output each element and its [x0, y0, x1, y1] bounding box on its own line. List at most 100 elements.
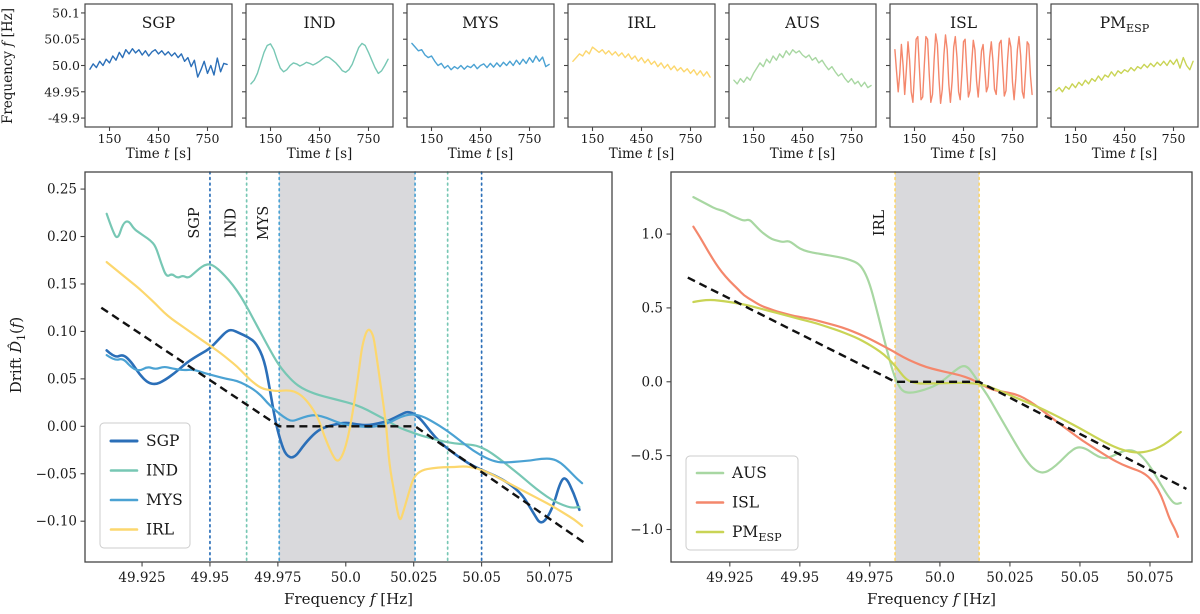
- legend-label: PMESP: [732, 523, 782, 544]
- panel-title: SGP: [142, 14, 175, 32]
- drift-curve-MYS: [105, 354, 584, 485]
- x-tick-label: 50.0: [331, 570, 361, 586]
- panel-SGP: 150 450 750 Time t [s] SGP: [81, 3, 233, 162]
- y-tick-label: 0.0: [642, 374, 663, 390]
- panel-PM_ESP: 150 450 750 Time t [s] PMESP: [1047, 3, 1199, 162]
- panel-title: IRL: [627, 14, 655, 32]
- frequency-trace-SGP: [89, 48, 228, 78]
- frequency-trace-AUS: [733, 49, 872, 89]
- right-drift-plot: IRL 1.0 0.5 0.0 −0.5 −1.0 49.925 49.95 49.975 50.…: [630, 171, 1193, 608]
- x-tick-label: 49.95: [781, 570, 820, 586]
- panel-title: PMESP: [1100, 14, 1150, 35]
- x-tick-label: 50.025: [390, 570, 437, 586]
- x-tick-label: 450: [952, 131, 976, 146]
- top-row-y-axis-label: Frequency f [Hz]: [0, 8, 16, 124]
- x-tick-label: 750: [1001, 131, 1025, 146]
- x-tick-label: 750: [840, 131, 864, 146]
- x-tick-label: 750: [679, 131, 703, 146]
- y-tick-label: 0.20: [47, 229, 77, 245]
- vline-label-SGP: SGP: [187, 207, 203, 239]
- y-tick-label: −0.10: [36, 514, 77, 530]
- x-tick-label: 49.975: [254, 570, 301, 586]
- x-tick-label: 750: [518, 131, 542, 146]
- y-tick-label: −0.05: [36, 466, 77, 482]
- panel-title: ISL: [950, 14, 977, 32]
- legend-label: AUS: [731, 464, 767, 482]
- y-tick-label: 0.10: [47, 324, 77, 340]
- panel-IND: 150 450 750 Time t [s] IND: [242, 3, 394, 162]
- drift-curve-AUS: [692, 196, 1182, 505]
- top-row-y-tick-label: 50.1: [52, 5, 80, 20]
- vline-label-MYS: MYS: [256, 206, 272, 240]
- panel-title: IND: [303, 14, 335, 32]
- panel-ISL: 150 450 750 Time t [s] ISL: [886, 3, 1038, 162]
- y-tick-label: 1.0: [642, 227, 663, 243]
- dashed-fit-line: [100, 306, 586, 544]
- frequency-trace-MYS: [411, 42, 550, 71]
- legend-label: MYS: [146, 491, 183, 509]
- frequency-trace-PM_ESP: [1055, 56, 1194, 93]
- y-tick-label: −1.0: [630, 522, 663, 538]
- x-tick-label: 750: [357, 131, 381, 146]
- panel-title: MYS: [462, 14, 499, 32]
- y-tick-label: 0.25: [47, 182, 77, 198]
- x-tick-label: 150: [581, 131, 605, 146]
- y-tick-label: −0.5: [630, 448, 663, 464]
- x-tick-label: 450: [469, 131, 493, 146]
- x-tick-label: 450: [1113, 131, 1137, 146]
- panel-MYS: 150 450 750 Time t [s] MYS: [403, 3, 555, 162]
- panel-x-axis-label: Time t [s]: [1092, 146, 1158, 162]
- x-axis-label: Frequency f [Hz]: [284, 590, 413, 608]
- y-tick-label: 0.00: [47, 419, 77, 435]
- panel-x-axis-label: Time t [s]: [609, 146, 675, 162]
- detection-band: [279, 172, 416, 562]
- x-tick-label: 150: [420, 131, 444, 146]
- left-drift-plot: SGP IND MYS 0.25 0.20 0.15 0.10 0.05 0.00 −0.05 −0…: [7, 171, 613, 608]
- y-tick-label: 0.05: [47, 371, 77, 387]
- x-tick-label: 150: [259, 131, 283, 146]
- x-tick-label: 450: [630, 131, 654, 146]
- y-axis-label: Drift D̂1(f): [7, 317, 28, 394]
- x-tick-label: 750: [1162, 131, 1186, 146]
- drift-curve-PM_ESP: [692, 298, 1182, 454]
- x-tick-label: 50.075: [526, 570, 573, 586]
- plot-frame: [84, 171, 613, 563]
- vline-label-IND: IND: [224, 208, 240, 238]
- panel-x-axis-label: Time t [s]: [126, 146, 192, 162]
- x-tick-label: 49.925: [706, 570, 753, 586]
- top-row-y-tick-label: 50.05: [44, 32, 80, 47]
- legend-label: SGP: [146, 432, 179, 450]
- x-tick-label: 750: [196, 131, 220, 146]
- x-tick-label: 150: [1064, 131, 1088, 146]
- x-tick-label: 50.075: [1126, 570, 1173, 586]
- x-tick-label: 49.925: [118, 570, 165, 586]
- x-tick-label: 450: [308, 131, 332, 146]
- plot-frame: [670, 171, 1193, 563]
- frequency-trace-IRL: [572, 46, 711, 78]
- y-tick-label: 0.5: [642, 300, 663, 316]
- x-axis-label: Frequency f [Hz]: [867, 590, 996, 608]
- top-row-y-tick-label: 49.95: [44, 84, 80, 99]
- legend-box: [99, 422, 191, 549]
- x-tick-label: 50.05: [462, 570, 501, 586]
- x-tick-label: 49.975: [846, 570, 893, 586]
- top-row: Frequency f [Hz] 50.1 50.05 50.0 49.95 -49.9 1…: [0, 3, 1199, 162]
- dashed-fit-line: [687, 276, 1187, 490]
- panel-title: AUS: [784, 14, 820, 32]
- x-tick-label: 50.025: [986, 570, 1033, 586]
- top-row-y-tick-label: -49.9: [48, 111, 80, 126]
- drift-curve-IRL: [105, 261, 584, 527]
- y-tick-label: 0.15: [47, 276, 77, 292]
- x-tick-label: 450: [791, 131, 815, 146]
- panel-IRL: 150 450 750 Time t [s] IRL: [564, 3, 716, 162]
- panel-x-axis-label: Time t [s]: [448, 146, 514, 162]
- legend-label: ISL: [732, 494, 759, 512]
- x-tick-label: 49.95: [191, 570, 230, 586]
- vline-label-IRL: IRL: [872, 209, 888, 236]
- legend-label: IRL: [146, 521, 174, 539]
- x-tick-label: 150: [742, 131, 766, 146]
- top-row-y-tick-label: 50.0: [52, 58, 80, 73]
- legend-box: [685, 455, 799, 551]
- drift-curve-ISL: [692, 225, 1180, 538]
